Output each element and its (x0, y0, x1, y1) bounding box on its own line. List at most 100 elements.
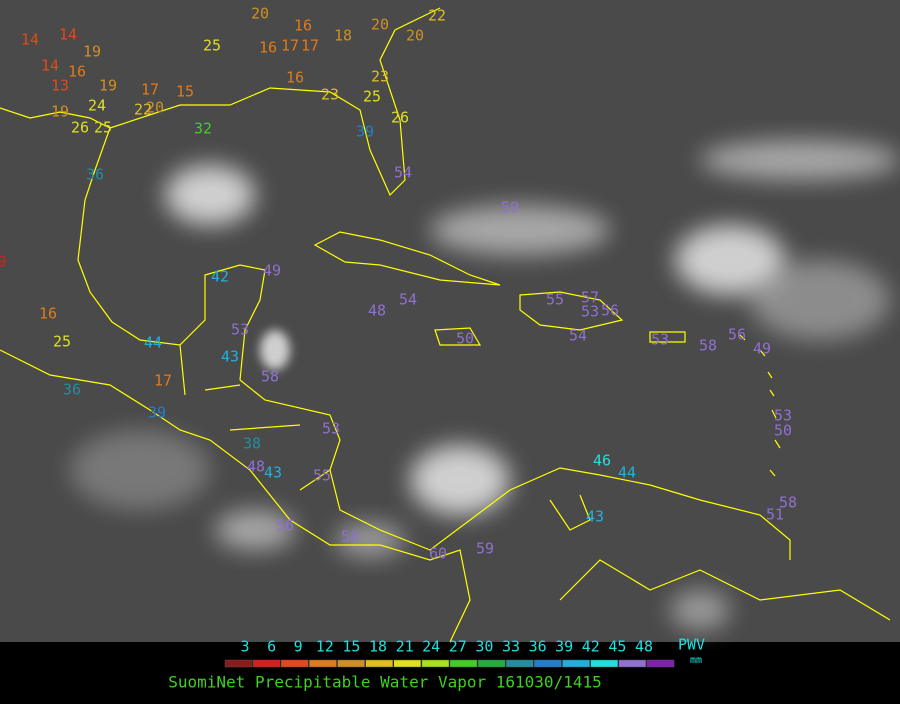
station-value: 48 (368, 302, 386, 320)
station-value: 54 (399, 291, 417, 309)
legend-swatch (393, 659, 422, 668)
station-value: 25 (363, 88, 381, 106)
station-value: 18 (334, 27, 352, 45)
legend-tick-label: 33 (502, 638, 520, 656)
station-value: 16 (294, 17, 312, 35)
station-value: 48 (247, 458, 265, 476)
station-value: 20 (406, 27, 424, 45)
station-value: 39 (356, 123, 374, 141)
unit: mm (690, 655, 702, 666)
legend-tick-label: 24 (422, 638, 440, 656)
station-value: 55 (313, 467, 331, 485)
legend-tick-label: 48 (635, 638, 653, 656)
station-value: 14 (59, 26, 77, 44)
station-value: 43 (221, 348, 239, 366)
station-value: 58 (261, 368, 279, 386)
station-value: 17 (301, 37, 319, 55)
legend-tick-label: 30 (475, 638, 493, 656)
legend-tick-label: 45 (608, 638, 626, 656)
legend-tick-label: 6 (267, 638, 276, 656)
legend-swatch (449, 659, 478, 668)
legend-swatch (618, 659, 647, 668)
station-value: 38 (243, 435, 261, 453)
station-value: 53 (774, 407, 792, 425)
station-value: 16 (39, 305, 57, 323)
station-value: 57 (581, 289, 599, 307)
station-value: 20 (251, 5, 269, 23)
station-value: 39 (148, 404, 166, 422)
legend-swatch (534, 659, 562, 668)
station-value: 53 (231, 321, 249, 339)
station-value: 56 (601, 302, 619, 320)
station-value: 26 (71, 119, 89, 137)
legend-tick-label: 21 (396, 638, 414, 656)
station-value: 60 (429, 545, 447, 563)
clouds (70, 140, 900, 630)
station-value: 14 (41, 57, 59, 75)
station-value: 13 (51, 77, 69, 95)
legend-tick-label: 27 (449, 638, 467, 656)
station-value: 36 (63, 381, 81, 399)
legend-swatch (590, 659, 618, 668)
station-value: 54 (569, 327, 587, 345)
legend-swatch (477, 659, 506, 668)
legend-swatch (365, 659, 393, 668)
station-value: 14 (21, 31, 39, 49)
station-value: 50 (456, 330, 474, 348)
station-value: 25 (203, 37, 221, 55)
legend-tick-label: 36 (529, 638, 547, 656)
station-value: 56 (276, 517, 294, 535)
legend-swatch (252, 659, 281, 668)
station-value: 53 (651, 331, 669, 349)
legend-tick-label: 9 (294, 638, 303, 656)
station-value: 17 (281, 37, 299, 55)
legend-swatch (506, 659, 534, 668)
station-value: 55 (546, 291, 564, 309)
station-value: 53 (322, 420, 340, 438)
station-value: 19 (51, 103, 69, 121)
station-value: 32 (194, 120, 212, 138)
station-value: 15 (176, 83, 194, 101)
coastlines (0, 7, 891, 643)
legend-tick-label: 42 (582, 638, 600, 656)
station-value: 44 (144, 334, 162, 352)
station-value: 58 (779, 494, 797, 512)
unit-label: PWV (678, 636, 705, 654)
station-value: 24 (88, 97, 106, 115)
station-value: 20 (146, 99, 164, 117)
legend-swatch (309, 659, 337, 668)
station-value: 25 (53, 333, 71, 351)
legend-swatch (281, 659, 309, 668)
station-value: 22 (134, 101, 152, 119)
station-value: 9 (0, 253, 7, 271)
station-value: 16 (259, 39, 277, 57)
station-value: 54 (394, 164, 412, 182)
station-value: 17 (154, 372, 172, 390)
station-value: 58 (341, 528, 359, 546)
station-value: 19 (83, 43, 101, 61)
legend-swatch (562, 659, 590, 668)
title: SuomiNet Precipitable Water Vapor 161030… (168, 673, 601, 692)
legend-tick-label: 15 (342, 638, 360, 656)
color-legend: 3 6 9 12 15 18 21 24 27 30 33 36 39 42 45 48 (224, 638, 675, 668)
station-value: 43 (264, 464, 282, 482)
legend-swatch (421, 659, 450, 668)
station-value: 58 (699, 337, 717, 355)
station-value: 23 (371, 68, 389, 86)
station-value: 23 (321, 86, 339, 104)
legend-tick-label: 39 (555, 638, 573, 656)
legend-tick-label: 12 (316, 638, 334, 656)
station-value: 44 (618, 464, 636, 482)
station-value: 20 (371, 16, 389, 34)
station-value: 43 (586, 508, 604, 526)
station-value: 59 (501, 199, 519, 217)
station-value: 16 (286, 69, 304, 87)
station-value: 17 (141, 81, 159, 99)
station-value: 53 (581, 303, 599, 321)
station-value: 22 (428, 7, 446, 25)
legend-swatch (224, 659, 253, 668)
station-value: 16 (68, 63, 86, 81)
station-value: 36 (86, 166, 104, 184)
